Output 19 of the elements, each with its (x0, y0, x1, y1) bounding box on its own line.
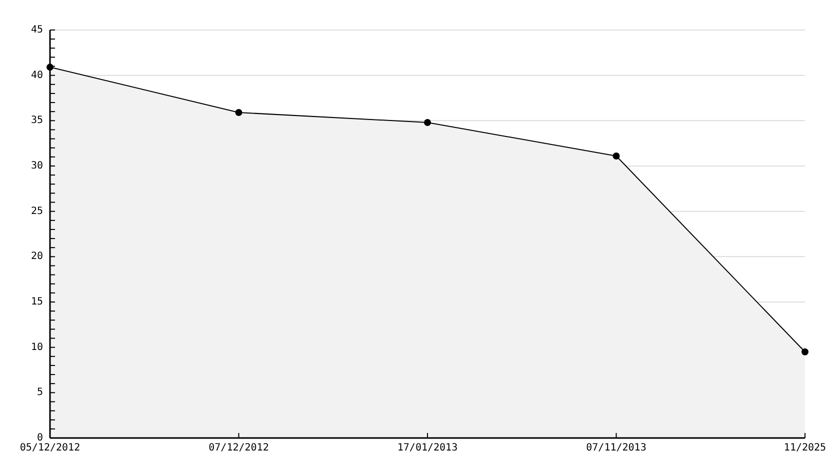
y-tick-label: 25 (30, 206, 43, 217)
y-tick-label: 20 (30, 251, 43, 262)
x-tick-label: 07/11/2013 (586, 442, 646, 454)
y-tick-label: 5 (36, 387, 43, 398)
y-tick-label: 10 (30, 342, 43, 353)
point (424, 118, 431, 126)
y-tick-label: 15 (30, 296, 43, 308)
y-tick-label: 40 (30, 70, 43, 81)
point (612, 152, 620, 160)
y-tick-label: 30 (30, 160, 43, 172)
x-tick-label: 05/12/2012 (20, 442, 80, 454)
x-tick-label: 17/01/2013 (397, 442, 458, 454)
y-tick-label: 0 (36, 432, 43, 444)
y-tick-label: 35 (30, 115, 43, 126)
point (235, 109, 242, 116)
x-tick-label: 07/12/2012 (208, 442, 269, 454)
y-tick-label: 45 (30, 24, 43, 36)
x-tick-label: 11/2025 (784, 442, 826, 454)
point (802, 348, 808, 356)
